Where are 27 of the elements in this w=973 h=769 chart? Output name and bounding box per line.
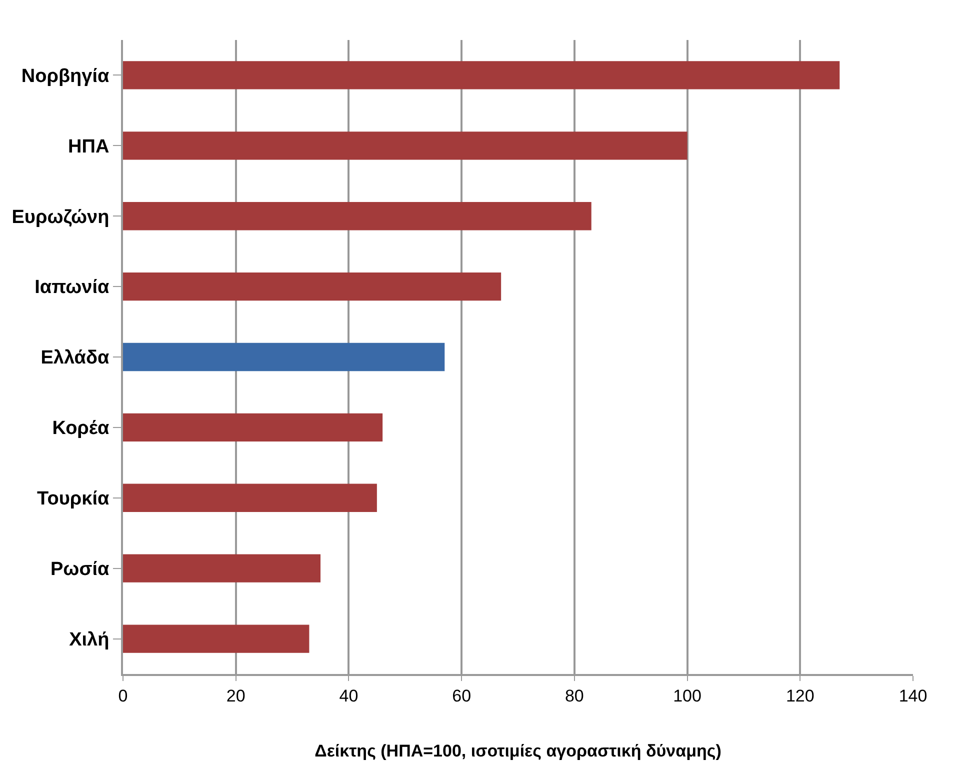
x-tick-label: 40 <box>339 686 358 706</box>
y-tick-label: Τουρκία <box>37 488 110 510</box>
y-tick-label: Κορέα <box>52 418 110 440</box>
x-tick-label: 80 <box>564 686 584 706</box>
x-tick-label: 140 <box>898 686 928 706</box>
y-tick-label: Χιλή <box>69 629 110 650</box>
bar <box>123 132 688 160</box>
y-tick-label: Νορβηγία <box>21 66 110 87</box>
bar <box>123 413 383 442</box>
bar <box>123 202 592 230</box>
bar <box>123 342 445 372</box>
y-tick-label: Ευρωζώνη <box>12 206 110 228</box>
y-tick-label: Ιαπωνία <box>34 277 110 298</box>
bar <box>123 624 310 653</box>
bar <box>123 484 377 512</box>
x-tick-label: 60 <box>452 686 472 706</box>
x-axis-title: Δείκτης (ΗΠΑ=100, ισοτιμίες αγοραστική δύναμης) <box>314 741 722 760</box>
y-tick-label: Ελλάδα <box>40 348 110 369</box>
x-tick-label: 20 <box>226 686 246 706</box>
y-tick-label: ΗΠΑ <box>68 136 110 158</box>
bar <box>123 272 502 301</box>
x-tick-label: 120 <box>786 686 814 706</box>
bar <box>123 554 320 582</box>
x-tick-label: 0 <box>118 686 128 706</box>
x-tick-label: 100 <box>673 686 702 706</box>
bar <box>123 61 840 90</box>
y-tick-label: Ρωσία <box>50 558 110 580</box>
